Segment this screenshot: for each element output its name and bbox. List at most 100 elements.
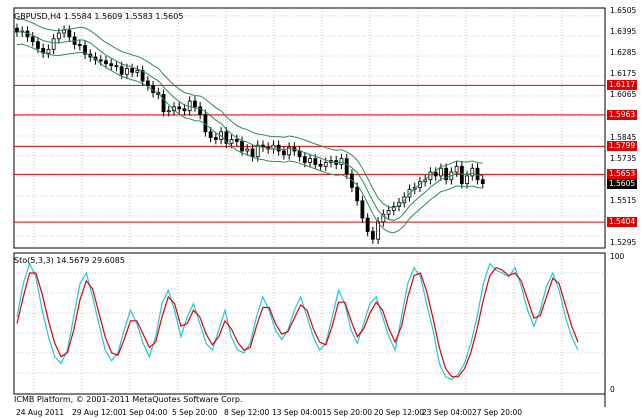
candle-body (302, 156, 307, 163)
candle-body (213, 137, 218, 140)
stochastic-header: Sto(5,3,3) 14.5679 29.6085 (14, 256, 125, 265)
time-axis-label: 24 Aug 2011 (16, 408, 65, 417)
time-axis-label: 1 Sep 04:00 (122, 408, 168, 417)
candle-body (297, 150, 302, 158)
candle-body (386, 210, 391, 215)
candle-body (323, 162, 328, 167)
price-axis-label: 1.6395 (610, 27, 637, 37)
candle-body (475, 167, 480, 181)
upper-band-line (16, 18, 483, 209)
candle-body (166, 110, 171, 113)
candle-body (109, 63, 114, 67)
candle-body (465, 175, 469, 184)
chart-header: GBPUSD,H4 1.5584 1.5609 1.5583 1.5605 (14, 12, 183, 21)
candle-body (391, 206, 396, 211)
candle-body (480, 179, 485, 184)
candle-body (444, 167, 449, 181)
candle-body (438, 167, 443, 177)
candle-body (177, 106, 182, 110)
candle-body (135, 70, 140, 73)
candle-body (36, 41, 40, 49)
stochastic-main-line (16, 261, 579, 381)
price-axis-label: 1.6505 (610, 6, 637, 15)
price-panel-border (13, 7, 606, 249)
symbol-label: GBPUSD,H4 (14, 12, 62, 21)
copyright-text: ICMB Platform, © 2001-2011 MetaQuotes So… (14, 395, 243, 404)
candle-body (198, 106, 203, 115)
time-axis-label: 27 Sep 20:00 (472, 408, 523, 417)
candle-body (51, 38, 56, 50)
candle-body (161, 94, 166, 113)
time-axis-label: 13 Sep 04:00 (272, 408, 323, 417)
stochastic-name: Sto(5,3,3) (14, 256, 54, 265)
level-price-tag: 1.6117 (607, 80, 637, 91)
time-axis-label: 15 Sep 20:00 (322, 408, 373, 417)
candle-body (119, 66, 124, 75)
candle-body (381, 213, 386, 223)
time-axis-label: 8 Sep 12:00 (224, 408, 270, 417)
candle-body (229, 139, 234, 144)
time-axis-label: 20 Sep 12:00 (374, 408, 425, 417)
candle-body (56, 32, 61, 40)
stochastic-values: 14.5679 29.6085 (56, 256, 125, 265)
price-axis-label: 1.5295 (610, 238, 637, 247)
current-price-tag: 1.5605 (607, 178, 637, 189)
candle-body (360, 200, 365, 219)
candle-body (130, 68, 135, 73)
stochastic-axis-label: 0 (610, 385, 615, 394)
ohlc-values: 1.5584 1.5609 1.5583 1.5605 (63, 12, 184, 21)
candle-body (454, 165, 459, 173)
candle-body (470, 167, 475, 177)
candle-body (255, 144, 260, 158)
candle-body (318, 163, 323, 167)
price-axis-label: 1.6065 (610, 90, 637, 100)
candle-body (114, 65, 119, 68)
candle-body (67, 29, 72, 38)
middle-band-line (16, 31, 483, 221)
candle-body (145, 80, 150, 87)
time-axis-label: 29 Aug 12:00 (72, 408, 123, 417)
candle-body (402, 196, 407, 204)
candle-body (459, 165, 464, 184)
price-axis-label: 1.5735 (610, 153, 637, 163)
candle-body (365, 217, 370, 232)
price-axis-label: 1.6285 (610, 48, 637, 58)
candle-body (224, 131, 229, 144)
stochastic-axis-label: 100 (610, 252, 625, 261)
candle-body (104, 60, 108, 65)
candle-body (234, 139, 239, 142)
candle-body (46, 48, 51, 54)
candle-body (250, 148, 255, 158)
price-axis-label: 1.5845 (610, 132, 637, 142)
candle-body (313, 158, 318, 165)
candle-body (83, 45, 87, 55)
candle-body (245, 148, 250, 152)
candle-body (98, 59, 103, 62)
candle-body (193, 100, 197, 108)
level-price-tag: 1.5799 (607, 141, 637, 152)
candle-body (125, 68, 129, 75)
time-axis-label: 5 Sep 20:00 (172, 408, 218, 417)
time-axis-label: 23 Sep 04:00 (422, 408, 473, 417)
candle-body (276, 144, 281, 152)
candle-body (370, 231, 375, 240)
price-axis-label: 1.6175 (610, 69, 637, 79)
candle-body (339, 158, 344, 165)
candle-body (182, 108, 187, 112)
candle-body (287, 146, 292, 156)
candle-body (140, 70, 145, 82)
candle-body (433, 171, 438, 177)
lower-band-line (16, 43, 483, 234)
candle-body (281, 150, 286, 156)
candle-body (240, 140, 244, 152)
candle-body (208, 131, 213, 138)
level-price-tag: 1.5653 (607, 169, 637, 180)
level-price-tag: 1.5404 (607, 217, 637, 228)
candle-body (30, 36, 35, 43)
candle-body (344, 158, 349, 175)
price-axis-label: 1.5515 (610, 195, 637, 205)
candle-body (355, 186, 360, 202)
level-price-tag: 1.5963 (607, 109, 637, 120)
